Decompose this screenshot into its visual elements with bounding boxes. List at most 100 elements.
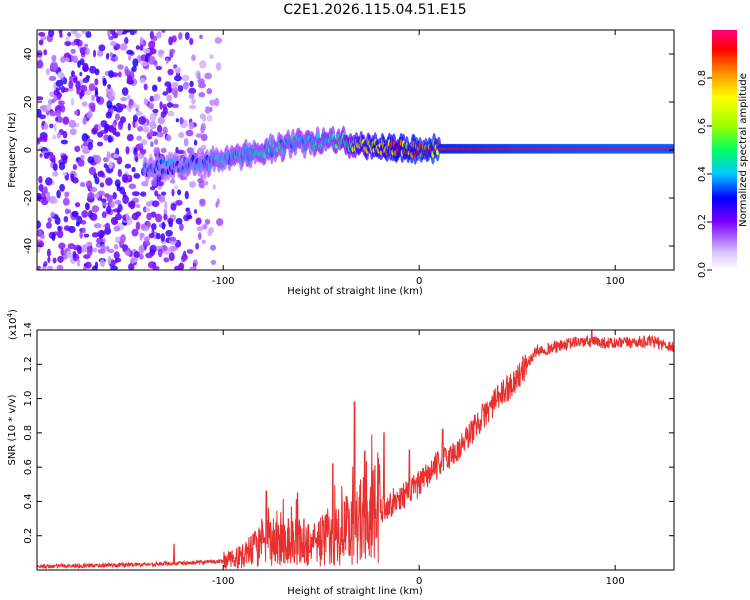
noise-speckle	[69, 75, 73, 82]
spectrogram-ytick-label: 20	[23, 96, 34, 109]
noise-speckle	[214, 37, 223, 44]
noise-speckle	[157, 124, 163, 134]
noise-speckle	[67, 32, 72, 37]
noise-speckle	[142, 48, 151, 54]
noise-speckle	[161, 191, 167, 196]
noise-speckle	[139, 36, 144, 45]
noise-speckle	[91, 232, 100, 238]
noise-speckle	[177, 85, 184, 92]
noise-speckle	[183, 137, 189, 147]
noise-speckle	[96, 96, 101, 103]
snr-xtick-label: 0	[416, 576, 422, 587]
noise-speckle	[75, 221, 80, 227]
noise-speckle	[167, 110, 175, 117]
noise-speckle	[105, 157, 110, 163]
noise-speckle	[154, 138, 159, 145]
noise-speckle	[81, 133, 89, 142]
noise-speckle	[135, 203, 141, 209]
noise-speckle	[47, 217, 52, 223]
noise-speckle	[153, 93, 161, 101]
noise-speckle	[143, 83, 148, 91]
noise-speckle	[157, 181, 164, 187]
noise-speckle	[208, 226, 215, 234]
noise-speckle	[94, 154, 102, 164]
noise-speckle	[45, 177, 53, 186]
noise-speckle	[114, 55, 119, 61]
noise-speckle	[55, 79, 64, 87]
noise-speckle	[37, 241, 45, 248]
noise-speckle	[62, 116, 70, 125]
noise-speckle	[169, 179, 176, 184]
noise-speckle	[99, 182, 105, 188]
noise-speckle	[132, 191, 140, 197]
noise-speckle	[56, 189, 61, 199]
noise-speckle	[151, 229, 155, 235]
noise-speckle	[105, 111, 112, 119]
noise-speckle	[216, 198, 220, 206]
noise-speckle	[106, 100, 113, 109]
noise-speckle	[58, 162, 66, 171]
colorbar-tick-label: 0.6	[697, 118, 708, 134]
noise-speckle	[48, 30, 55, 38]
noise-speckle	[52, 163, 58, 172]
noise-speckle	[43, 152, 50, 159]
noise-speckle	[79, 40, 83, 47]
noise-speckle	[157, 116, 165, 125]
noise-speckle	[188, 104, 197, 110]
colorbar-tick-label: 0.2	[697, 214, 708, 230]
noise-speckle	[141, 150, 146, 156]
noise-speckle	[99, 259, 105, 268]
noise-speckle	[54, 199, 58, 204]
noise-speckle	[37, 192, 42, 202]
noise-speckle	[186, 249, 194, 254]
noise-speckle	[214, 97, 220, 107]
noise-speckle	[140, 223, 146, 230]
noise-speckle	[62, 197, 70, 206]
noise-speckle	[140, 191, 147, 197]
noise-speckle	[38, 184, 44, 192]
noise-speckle	[164, 200, 168, 210]
noise-speckle	[131, 66, 137, 72]
noise-speckle	[198, 232, 202, 241]
noise-speckle	[145, 252, 153, 259]
noise-speckle	[42, 134, 48, 143]
noise-speckle	[74, 145, 81, 153]
noise-speckles	[37, 30, 224, 270]
noise-speckle	[62, 171, 67, 176]
spectrogram-ytick-label: 40	[23, 48, 34, 61]
noise-speckle	[175, 199, 183, 206]
noise-speckle	[202, 224, 208, 230]
noise-speckle	[107, 248, 115, 254]
noise-speckle	[100, 198, 107, 203]
snr-ytick-label: 0.2	[23, 528, 34, 544]
noise-speckle	[68, 119, 76, 128]
noise-speckle	[43, 122, 49, 130]
noise-speckle	[85, 31, 92, 38]
noise-speckle	[158, 195, 166, 203]
noise-speckle	[53, 95, 58, 102]
noise-speckle	[91, 94, 95, 102]
noise-speckle	[114, 199, 122, 205]
noise-speckle	[71, 210, 79, 218]
noise-speckle	[70, 48, 76, 54]
noise-speckle	[149, 48, 157, 55]
noise-speckle	[195, 242, 200, 250]
noise-speckle	[163, 213, 168, 221]
noise-speckle	[131, 212, 139, 221]
noise-speckle	[60, 105, 66, 113]
noise-speckle	[148, 40, 156, 49]
noise-speckle	[58, 100, 65, 106]
noise-speckle	[150, 141, 154, 148]
noise-speckle	[209, 99, 216, 106]
noise-speckle	[86, 247, 93, 257]
noise-speckle	[206, 114, 213, 122]
noise-speckle	[157, 248, 163, 258]
snr-ytick-label: 0.6	[23, 459, 34, 475]
noise-speckle	[145, 201, 153, 207]
snr-exponent-value: 4	[6, 312, 14, 317]
noise-speckle	[181, 74, 190, 82]
noise-speckle	[97, 170, 105, 178]
noise-speckle	[188, 87, 197, 95]
noise-speckle	[49, 154, 56, 162]
noise-speckle	[67, 209, 72, 214]
